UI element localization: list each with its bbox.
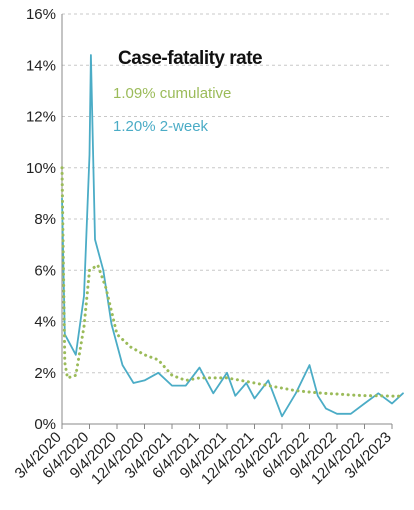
y-tick-label: 8% bbox=[34, 211, 56, 228]
x-axis-labels: 3/4/20206/4/20209/4/202012/4/20203/4/202… bbox=[12, 429, 395, 488]
y-tick-label: 12% bbox=[26, 109, 56, 126]
series-line-two-week bbox=[61, 54, 404, 418]
y-axis-labels: 0% 2% 4% 6% 8% 10% 12% 14% 16% bbox=[26, 6, 56, 433]
y-tick-label: 6% bbox=[34, 262, 56, 279]
y-tick-label: 14% bbox=[26, 57, 56, 74]
y-tick-label: 0% bbox=[34, 416, 56, 433]
legend-two-week: 1.20% 2-week bbox=[113, 118, 209, 135]
y-tick-label: 4% bbox=[34, 314, 56, 331]
chart-title: Case-fatality rate bbox=[118, 48, 262, 69]
grid bbox=[61, 13, 393, 429]
series-line-cumulative bbox=[60, 166, 405, 398]
legend-cumulative: 1.09% cumulative bbox=[113, 85, 231, 102]
y-tick-label: 16% bbox=[26, 6, 56, 23]
y-tick-label: 2% bbox=[34, 365, 56, 382]
y-tick-label: 10% bbox=[26, 160, 56, 177]
series-layer bbox=[60, 54, 405, 418]
